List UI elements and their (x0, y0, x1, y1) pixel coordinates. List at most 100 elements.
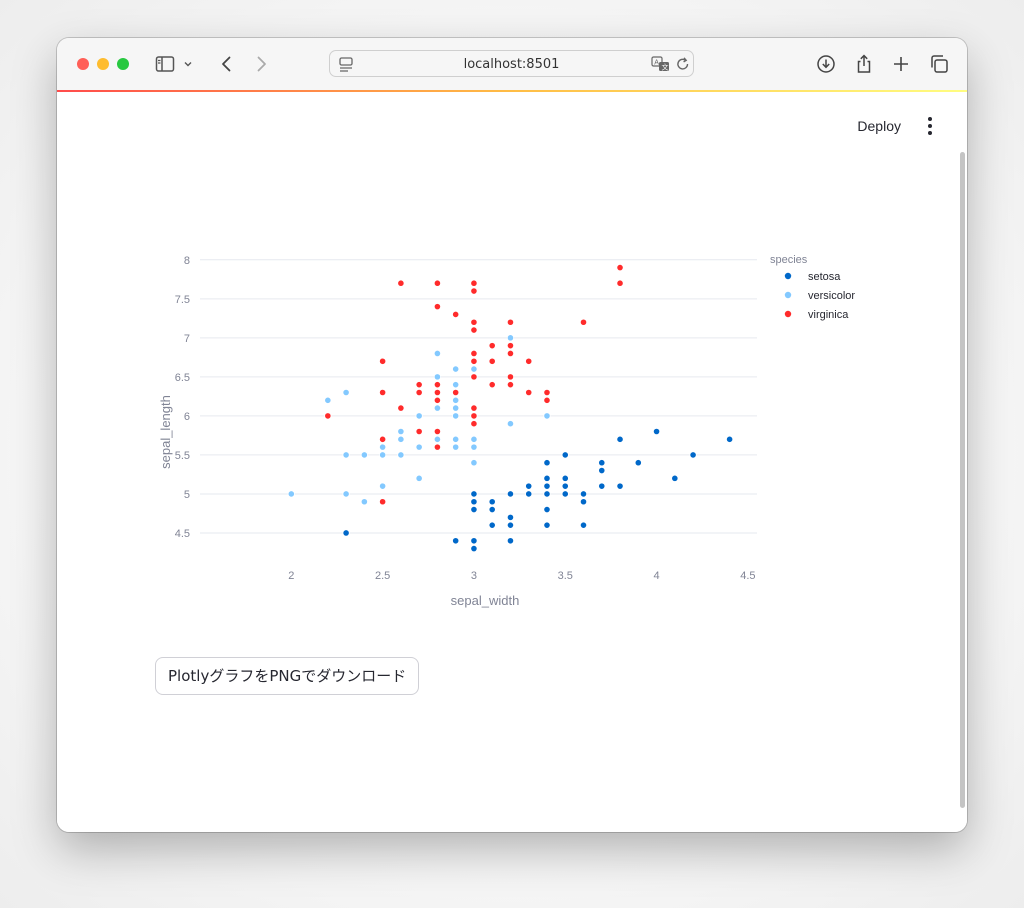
point-setosa[interactable] (506, 490, 515, 498)
point-setosa[interactable] (543, 482, 551, 490)
point-versicolor[interactable] (379, 482, 387, 490)
point-virginica[interactable] (379, 388, 387, 397)
point-virginica[interactable] (488, 342, 496, 350)
point-virginica[interactable] (506, 342, 515, 350)
point-versicolor[interactable] (506, 420, 515, 428)
point-setosa[interactable] (543, 521, 551, 529)
point-setosa[interactable] (634, 459, 642, 467)
point-versicolor[interactable] (397, 427, 405, 436)
point-versicolor[interactable] (397, 435, 405, 443)
point-versicolor[interactable] (433, 404, 442, 412)
point-versicolor[interactable] (342, 490, 350, 498)
scrollbar[interactable] (960, 152, 965, 808)
point-setosa[interactable] (561, 474, 569, 482)
point-virginica[interactable] (397, 279, 405, 287)
point-virginica[interactable] (433, 303, 442, 311)
legend-item-versicolor[interactable]: versicolor (808, 290, 855, 302)
point-versicolor[interactable] (470, 443, 478, 451)
point-versicolor[interactable] (379, 451, 387, 459)
point-virginica[interactable] (415, 381, 423, 389)
point-setosa[interactable] (579, 521, 588, 529)
legend-marker-virginica[interactable] (784, 310, 792, 318)
point-virginica[interactable] (470, 412, 478, 420)
point-virginica[interactable] (470, 373, 478, 381)
point-setosa[interactable] (616, 482, 624, 490)
point-setosa[interactable] (488, 521, 496, 529)
point-virginica[interactable] (506, 381, 515, 389)
minimize-window-button[interactable] (97, 58, 109, 70)
point-versicolor[interactable] (324, 396, 332, 404)
downloads-icon[interactable] (814, 52, 838, 76)
point-virginica[interactable] (506, 318, 515, 326)
point-setosa[interactable] (726, 435, 734, 443)
point-virginica[interactable] (470, 349, 478, 358)
point-virginica[interactable] (525, 357, 533, 365)
point-versicolor[interactable] (452, 404, 460, 412)
point-virginica[interactable] (543, 388, 551, 397)
point-virginica[interactable] (452, 310, 460, 319)
point-versicolor[interactable] (470, 459, 478, 467)
point-versicolor[interactable] (342, 451, 350, 459)
new-tab-icon[interactable] (889, 52, 913, 76)
point-versicolor[interactable] (543, 412, 551, 420)
page-settings-icon[interactable] (336, 54, 356, 74)
point-virginica[interactable] (506, 349, 515, 358)
legend-item-setosa[interactable]: setosa (808, 271, 841, 283)
point-virginica[interactable] (488, 381, 496, 389)
point-versicolor[interactable] (415, 474, 423, 482)
point-virginica[interactable] (470, 279, 478, 287)
point-virginica[interactable] (616, 264, 624, 272)
point-setosa[interactable] (525, 482, 533, 490)
point-virginica[interactable] (433, 381, 442, 389)
point-setosa[interactable] (506, 513, 515, 521)
point-virginica[interactable] (470, 318, 478, 326)
point-virginica[interactable] (415, 427, 423, 436)
point-setosa[interactable] (470, 490, 478, 498)
point-versicolor[interactable] (287, 490, 295, 498)
point-setosa[interactable] (342, 529, 350, 537)
point-virginica[interactable] (452, 388, 460, 397)
main-menu-icon[interactable] (925, 116, 935, 135)
deploy-button[interactable]: Deploy (857, 118, 901, 134)
point-versicolor[interactable] (360, 498, 368, 506)
point-versicolor[interactable] (433, 373, 442, 381)
point-virginica[interactable] (525, 388, 533, 397)
point-versicolor[interactable] (433, 435, 442, 443)
point-setosa[interactable] (598, 459, 606, 467)
point-setosa[interactable] (543, 459, 551, 467)
point-virginica[interactable] (506, 373, 515, 381)
point-virginica[interactable] (324, 412, 332, 420)
legend-marker-setosa[interactable] (784, 272, 792, 280)
point-virginica[interactable] (470, 420, 478, 428)
point-setosa[interactable] (543, 474, 551, 482)
point-setosa[interactable] (561, 482, 569, 490)
close-window-button[interactable] (77, 58, 89, 70)
point-virginica[interactable] (488, 357, 496, 365)
point-setosa[interactable] (598, 482, 606, 490)
point-virginica[interactable] (470, 287, 478, 295)
point-versicolor[interactable] (360, 451, 368, 459)
share-icon[interactable] (852, 52, 876, 76)
point-versicolor[interactable] (379, 443, 387, 451)
point-virginica[interactable] (470, 404, 478, 412)
point-setosa[interactable] (470, 505, 478, 514)
point-setosa[interactable] (525, 490, 533, 498)
legend-marker-versicolor[interactable] (784, 291, 792, 299)
forward-icon[interactable] (249, 52, 273, 76)
point-virginica[interactable] (470, 357, 478, 365)
point-virginica[interactable] (579, 318, 588, 326)
point-versicolor[interactable] (452, 412, 460, 420)
point-setosa[interactable] (616, 435, 624, 443)
point-setosa[interactable] (671, 474, 679, 482)
sidebar-toggle-icon[interactable] (153, 52, 177, 76)
point-setosa[interactable] (470, 498, 478, 506)
point-versicolor[interactable] (342, 388, 350, 397)
point-versicolor[interactable] (452, 381, 460, 389)
point-virginica[interactable] (470, 326, 478, 334)
point-virginica[interactable] (543, 396, 551, 404)
point-versicolor[interactable] (506, 334, 515, 342)
point-setosa[interactable] (561, 451, 569, 459)
point-setosa[interactable] (452, 537, 460, 545)
